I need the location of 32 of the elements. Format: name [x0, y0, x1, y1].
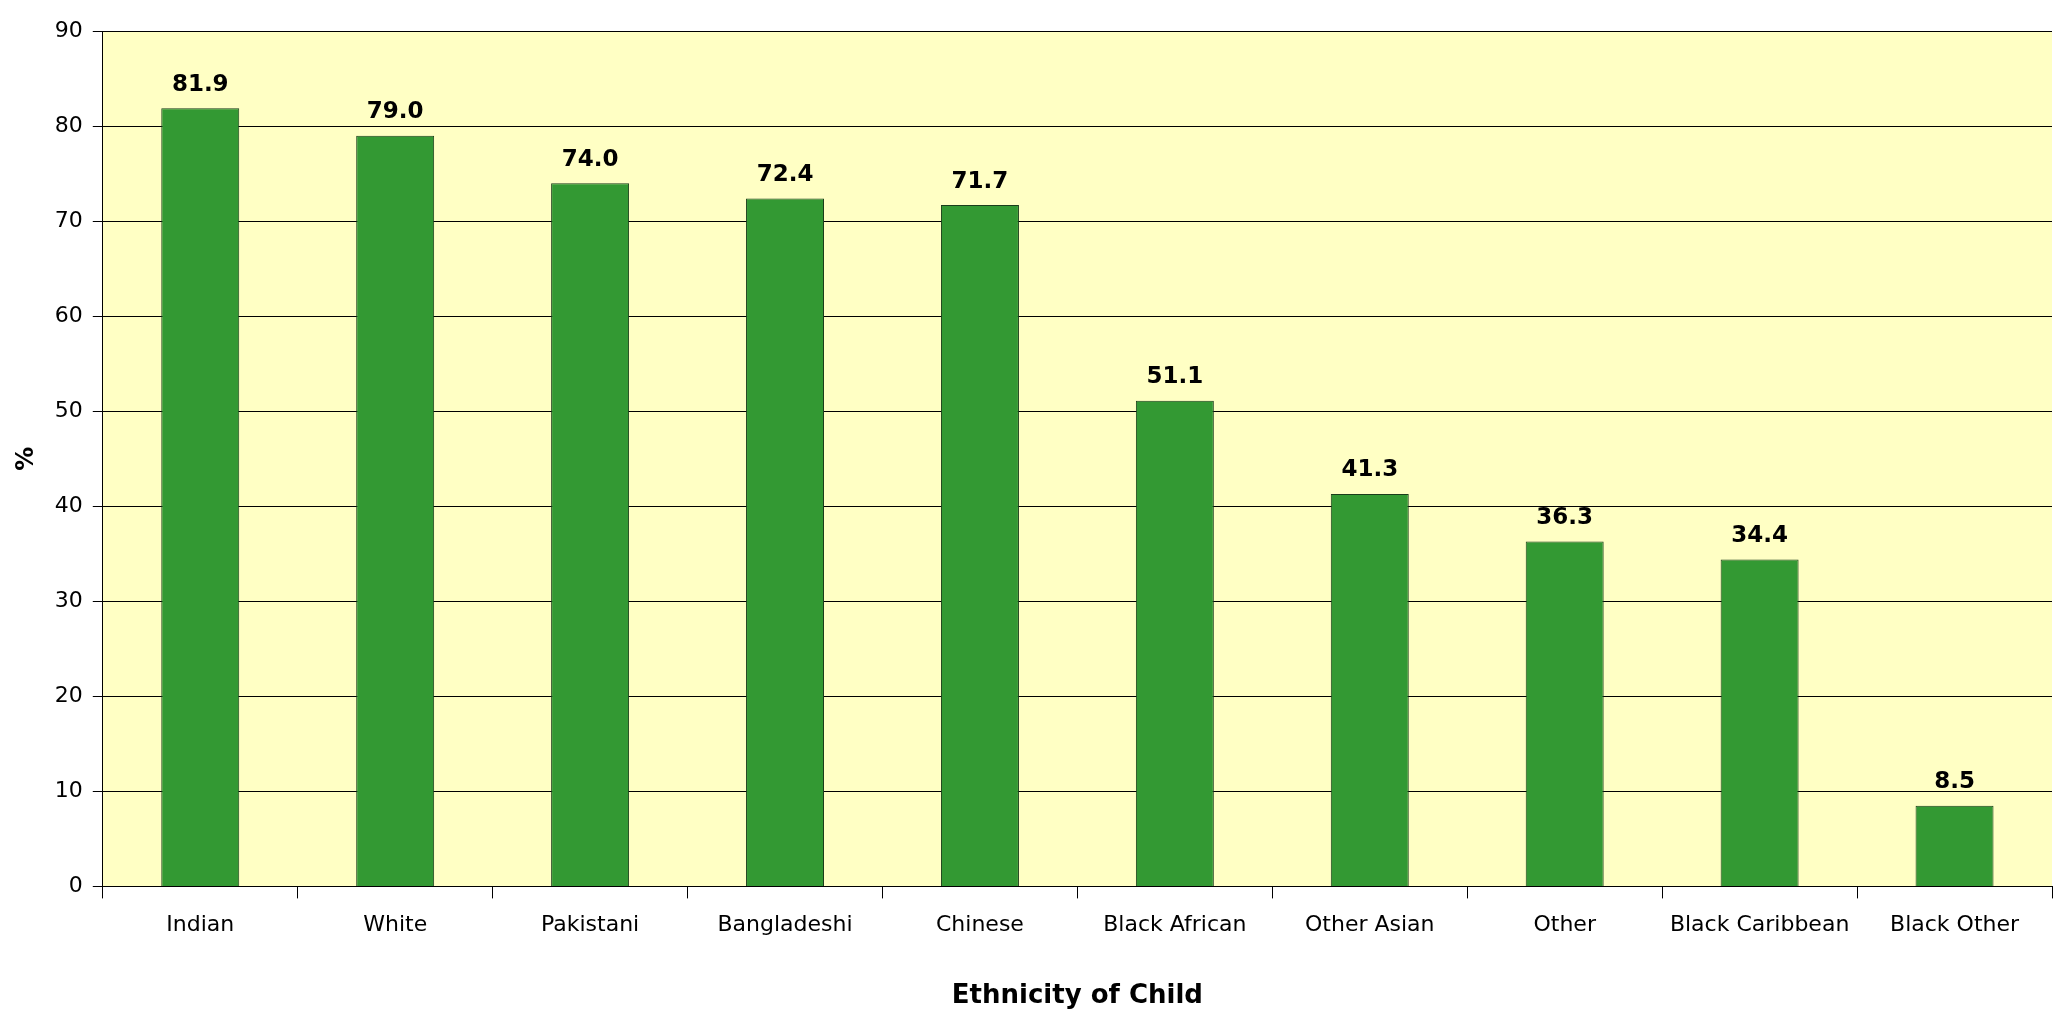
data-label: 74.0: [561, 144, 619, 171]
y-tick-label: 50: [54, 397, 83, 423]
x-tick-label: Black Other: [1890, 911, 2020, 937]
data-label: 71.7: [951, 166, 1009, 193]
y-tick-label: 0: [68, 872, 83, 898]
data-label: 34.4: [1731, 520, 1788, 547]
data-label: 41.3: [1341, 455, 1399, 482]
y-tick-label: 80: [54, 111, 83, 137]
data-label: 51.1: [1146, 362, 1204, 389]
data-label: 72.4: [756, 159, 814, 186]
x-tick-label: Indian: [166, 911, 235, 937]
x-tick-label: White: [363, 911, 428, 937]
x-tick-label: Chinese: [935, 911, 1024, 937]
data-label: 36.3: [1536, 502, 1594, 529]
y-tick-label: 20: [54, 682, 83, 708]
data-label: 79.0: [366, 97, 424, 124]
y-tick-label: 10: [54, 777, 83, 803]
y-tick-label: 60: [54, 301, 83, 327]
y-tick-label: 30: [54, 587, 83, 613]
y-axis-title: %: [10, 446, 39, 471]
y-tick-label: 70: [54, 206, 83, 232]
x-tick-label: Pakistani: [540, 911, 640, 937]
x-tick-label: Black Caribbean: [1669, 911, 1850, 937]
y-tick-label: 90: [54, 16, 83, 42]
x-tick-label: Bangladeshi: [717, 911, 853, 937]
x-tick-label: Other Asian: [1305, 911, 1435, 937]
data-label: 8.5: [1934, 767, 1975, 794]
x-tick-label: Black African: [1103, 911, 1247, 937]
data-label: 81.9: [171, 69, 229, 96]
x-axis-title: Ethnicity of Child: [951, 979, 1203, 1010]
y-tick-label: 40: [54, 492, 83, 518]
x-tick-label: Other: [1533, 911, 1597, 937]
